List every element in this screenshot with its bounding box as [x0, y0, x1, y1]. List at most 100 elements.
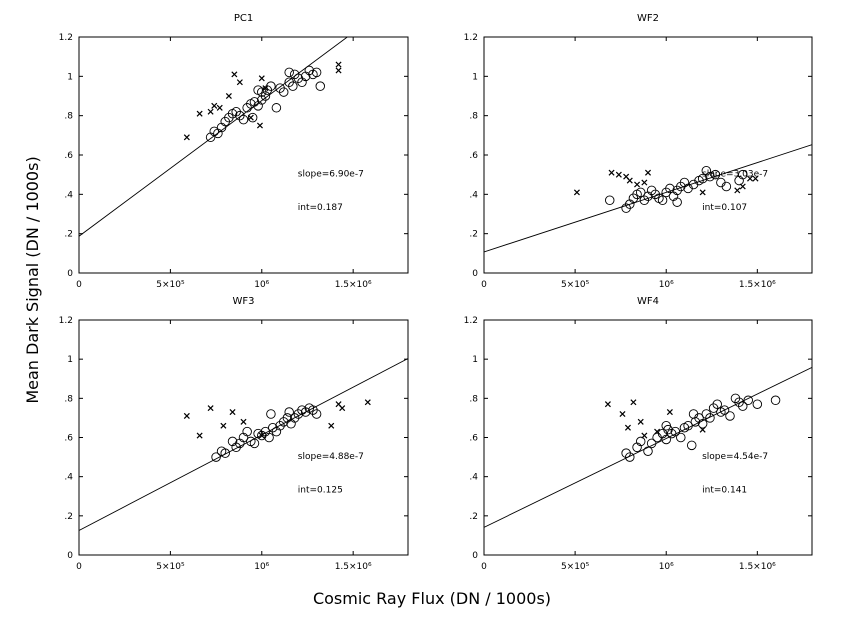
data-point-circle — [770, 395, 781, 406]
data-point-circle — [657, 195, 668, 205]
data-point-circle — [635, 187, 646, 198]
y-tick-label: .6 — [64, 434, 73, 444]
data-point-cross — [747, 175, 754, 182]
data-point-cross — [262, 85, 269, 92]
data-point-cross — [624, 424, 631, 431]
data-point-circle — [738, 401, 748, 411]
data-point-cross — [247, 114, 254, 121]
data-point-cross — [739, 183, 746, 190]
data-point-circle — [697, 419, 708, 429]
intercept-annotation: int=0.187 — [298, 203, 343, 213]
x-tick-label: 10⁶ — [659, 280, 674, 290]
slope-annotation: slope=6.90e-7 — [298, 170, 364, 180]
data-point-cross — [328, 422, 335, 429]
data-point-circle — [661, 434, 671, 445]
panel-wf3: WF3 0 .2 .4 .6 .8 1 1.2 0 5×10⁵ 10⁶ 1.5×10⁶ slope=4.… — [59, 296, 409, 572]
data-point-circle — [646, 438, 657, 449]
data-point-circle — [238, 114, 249, 125]
data-point-circle — [220, 448, 230, 458]
data-point-cross — [619, 410, 626, 418]
data-point-circle — [710, 169, 721, 180]
x-tick-label: 1.5×10⁶ — [335, 562, 372, 572]
data-point-circle — [253, 85, 263, 95]
data-point-circle — [604, 195, 615, 205]
y-tick-label: .6 — [469, 151, 478, 161]
data-point-cross — [240, 418, 247, 425]
x-tick-label: 0 — [76, 562, 82, 572]
data-point-circle — [721, 181, 732, 192]
data-point-cross — [258, 75, 265, 82]
x-tick-label: 0 — [481, 562, 487, 572]
data-point-cross — [207, 108, 214, 115]
data-point-circle — [264, 432, 274, 443]
intercept-annotation: int=0.107 — [702, 203, 747, 213]
data-point-cross — [256, 122, 263, 129]
data-point-cross — [615, 171, 622, 178]
data-point-circle — [705, 171, 715, 182]
data-point-cross — [258, 432, 265, 439]
data-point-circle — [752, 399, 763, 409]
intercept-annotation: int=0.125 — [298, 485, 343, 495]
panel-wf2: WF2 0 .2 .4 .6 .8 1 1.2 0 5×10⁵ 10⁶ 1.5×10⁶ slope=3.… — [464, 13, 813, 290]
panel-title: PC1 — [234, 13, 253, 24]
y-tick-label: 1.2 — [464, 33, 478, 43]
data-point-circle — [242, 426, 252, 437]
x-tick-label: 0 — [76, 280, 82, 290]
data-point-cross — [335, 61, 342, 68]
y-tick-label: .6 — [64, 151, 73, 161]
intercept-annotation: int=0.141 — [702, 485, 747, 495]
data-point-circle — [672, 197, 682, 207]
data-point-circle — [665, 183, 675, 194]
data-point-circle — [661, 421, 671, 431]
data-point-cross — [229, 409, 236, 416]
data-point-circle — [676, 432, 686, 443]
data-point-cross — [604, 401, 611, 408]
x-tick-label: 5×10⁵ — [561, 562, 590, 572]
data-point-cross — [183, 134, 190, 141]
data-point-circle — [284, 407, 294, 417]
data-point-circle — [725, 411, 735, 421]
data-point-cross — [207, 405, 214, 412]
y-tick-label: .4 — [469, 190, 478, 200]
data-point-circle — [738, 169, 748, 180]
data-point-circle — [712, 399, 722, 409]
x-tick-label: 1.5×10⁶ — [739, 280, 776, 290]
data-point-cross — [699, 189, 706, 196]
data-point-cross — [630, 399, 637, 406]
data-point-cross — [364, 399, 371, 406]
data-point-circle — [311, 409, 322, 419]
y-tick-label: .4 — [64, 190, 73, 200]
x-tick-label: 5×10⁵ — [156, 562, 185, 572]
fit-line — [79, 358, 408, 531]
y-tick-label: 1.2 — [59, 33, 73, 43]
data-point-cross — [339, 405, 346, 412]
data-point-circle — [211, 452, 221, 462]
data-point-circle — [705, 413, 715, 423]
data-point-circle — [688, 409, 699, 419]
data-point-circle — [284, 67, 294, 78]
data-point-cross — [211, 102, 218, 109]
panel-title: WF2 — [637, 13, 659, 24]
data-point-cross — [752, 175, 759, 182]
data-point-cross — [626, 177, 633, 184]
x-tick-label: 5×10⁵ — [561, 280, 590, 290]
figure-xlabel: Cosmic Ray Flux (DN / 1000s) — [313, 589, 551, 608]
y-tick-label: 1 — [67, 355, 73, 365]
data-point-cross — [216, 104, 223, 111]
data-point-circle — [670, 426, 681, 437]
slope-annotation: slope=4.88e-7 — [298, 452, 364, 462]
y-tick-label: .4 — [469, 473, 478, 483]
data-point-cross — [608, 169, 615, 176]
data-point-cross — [641, 432, 648, 439]
data-point-cross — [196, 432, 203, 439]
y-tick-label: .6 — [469, 434, 478, 444]
data-point-cross — [644, 169, 652, 176]
y-tick-label: .2 — [469, 230, 478, 240]
y-tick-label: .8 — [469, 112, 478, 122]
data-point-circle — [271, 103, 282, 113]
data-point-circle — [315, 81, 326, 91]
data-point-cross — [654, 428, 661, 435]
